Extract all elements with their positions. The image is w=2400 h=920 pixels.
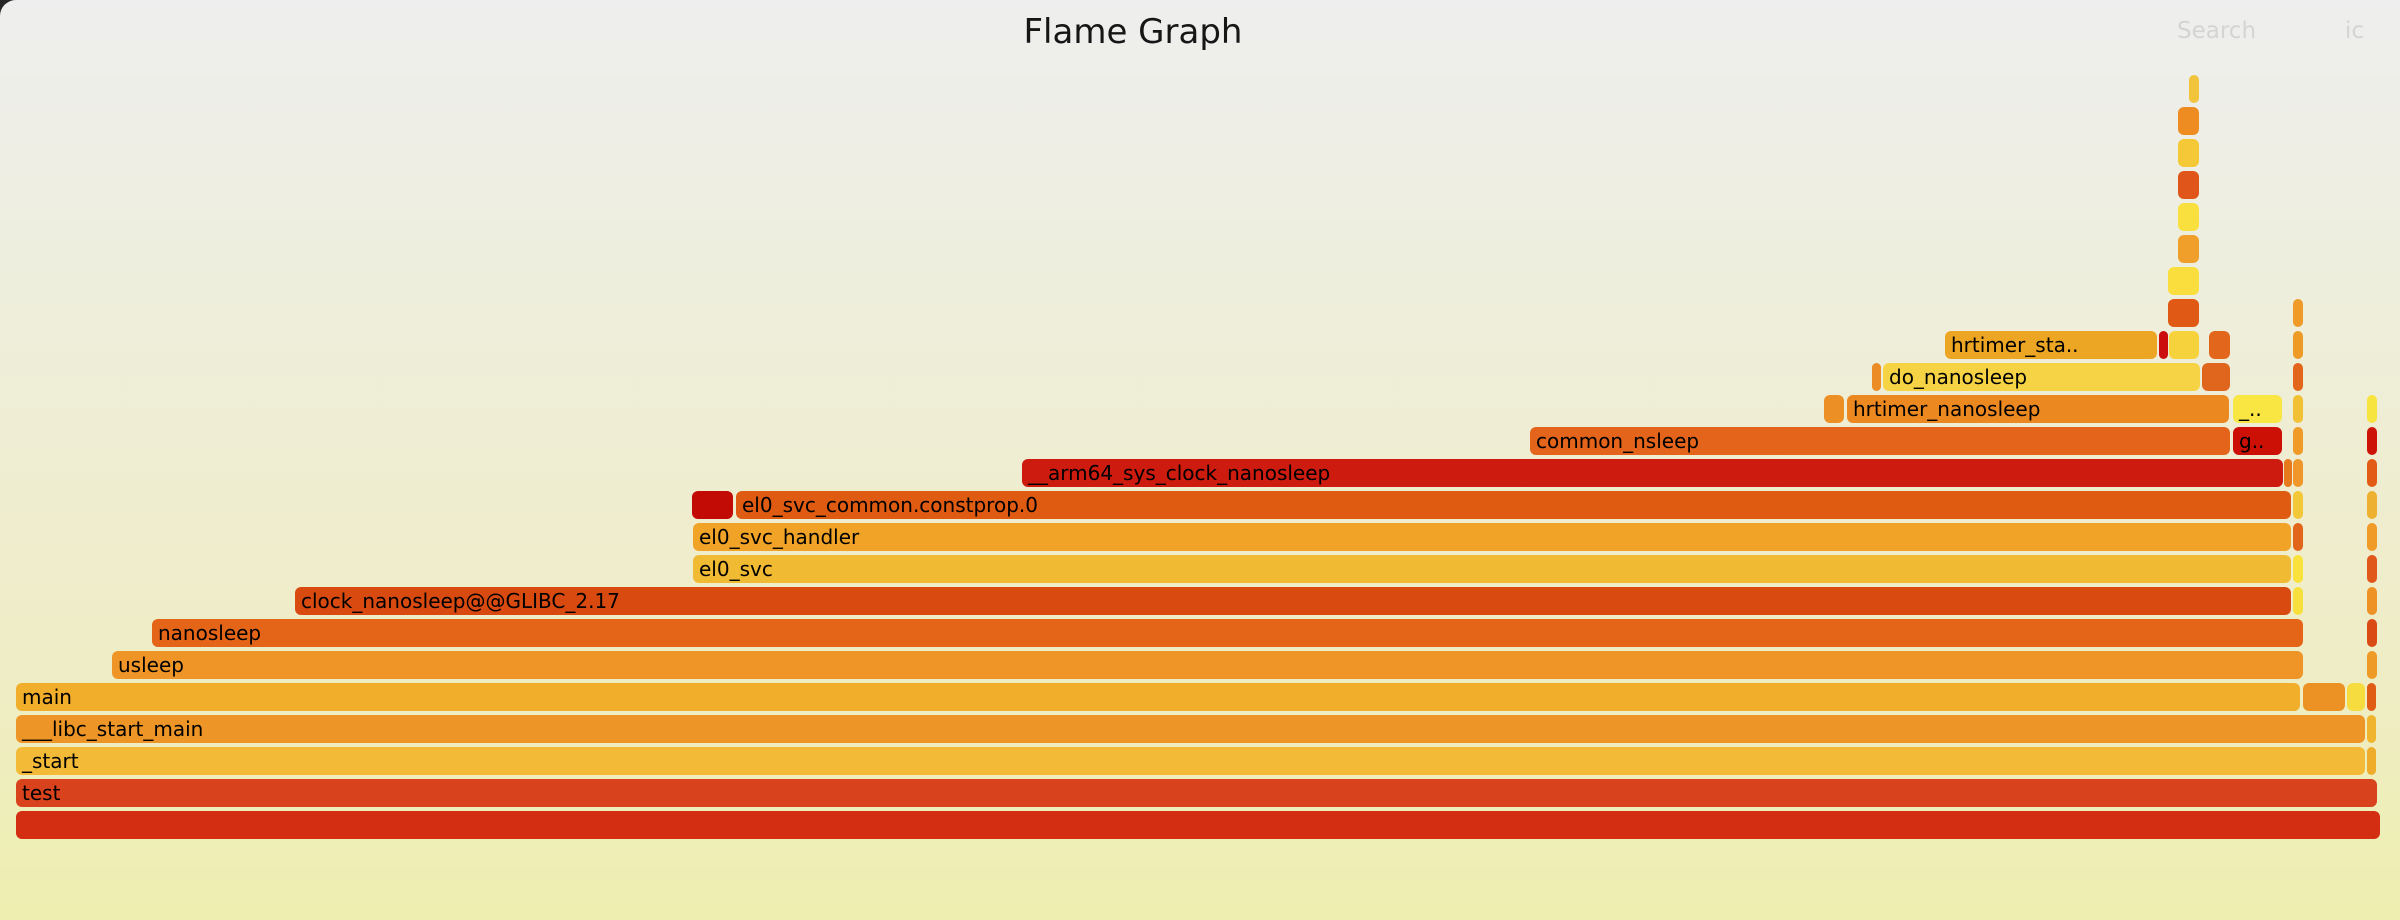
frame-unlabeled[interactable] — [2293, 459, 2303, 487]
frame-unlabeled[interactable] — [2367, 619, 2377, 647]
frame-unlabeled[interactable] — [2367, 459, 2377, 487]
frame-do-nanosleep[interactable]: do_nanosleep — [1883, 363, 2200, 391]
frame-el0-svc-handler[interactable]: el0_svc_handler — [693, 523, 2291, 551]
frame-unlabeled[interactable] — [2168, 267, 2199, 295]
frame-hrtimer-nanosleep[interactable]: hrtimer_nanosleep — [1847, 395, 2229, 423]
frame-unlabeled[interactable] — [2293, 395, 2303, 423]
frame-[interactable]: _.. — [2233, 395, 2282, 423]
frame-unlabeled[interactable] — [1872, 363, 1881, 391]
frame-start[interactable]: _start — [16, 747, 2365, 775]
frame-unlabeled[interactable] — [2178, 203, 2199, 231]
frame-unlabeled[interactable] — [2159, 331, 2168, 359]
frame-nanosleep[interactable]: nanosleep — [152, 619, 2303, 647]
page-title: Flame Graph — [1023, 12, 1243, 52]
frame-unlabeled[interactable] — [2293, 523, 2303, 551]
frame-unlabeled[interactable] — [2367, 427, 2377, 455]
frame-unlabeled[interactable] — [2293, 427, 2303, 455]
frame-unlabeled[interactable] — [2293, 555, 2303, 583]
frame-unlabeled[interactable] — [2202, 363, 2230, 391]
frame-unlabeled[interactable] — [2178, 235, 2199, 263]
frame-unlabeled[interactable] — [2303, 683, 2345, 711]
frame-unlabeled[interactable] — [2367, 491, 2377, 519]
frame-unlabeled[interactable] — [2293, 331, 2303, 359]
frame-unlabeled[interactable] — [2347, 683, 2365, 711]
frame-arm64-sys-clock-nanosleep[interactable]: __arm64_sys_clock_nanosleep — [1022, 459, 2283, 487]
frame-unlabeled[interactable] — [2367, 651, 2377, 679]
frame-test[interactable]: test — [16, 779, 2377, 807]
frame-unlabeled[interactable] — [2367, 683, 2376, 711]
frame-unlabeled[interactable] — [2367, 523, 2377, 551]
frame-main[interactable]: main — [16, 683, 2300, 711]
frame-el0-svc-common-constprop-0[interactable]: el0_svc_common.constprop.0 — [736, 491, 2291, 519]
frame-unlabeled[interactable] — [2189, 75, 2199, 103]
frame-unlabeled[interactable] — [2367, 555, 2377, 583]
frame-unlabeled[interactable] — [2367, 715, 2376, 743]
frame-common-nsleep[interactable]: common_nsleep — [1530, 427, 2230, 455]
frame-usleep[interactable]: usleep — [112, 651, 2303, 679]
frame-libc-start-main[interactable]: ___libc_start_main — [16, 715, 2365, 743]
frame-unlabeled[interactable] — [2293, 587, 2303, 615]
frame-unlabeled[interactable] — [2293, 491, 2303, 519]
frame-unlabeled[interactable] — [2293, 363, 2303, 391]
frame-unlabeled[interactable] — [1824, 395, 1844, 423]
frame-unlabeled[interactable] — [2367, 587, 2377, 615]
frame-unlabeled[interactable] — [2169, 331, 2199, 359]
frame-unlabeled[interactable] — [2178, 139, 2199, 167]
frame-unlabeled[interactable] — [2178, 107, 2199, 135]
frame-unlabeled[interactable] — [2178, 171, 2199, 199]
frame-unlabeled[interactable] — [2168, 299, 2199, 327]
frame-unlabeled[interactable] — [2293, 299, 2303, 327]
frame-hrtimer-sta[interactable]: hrtimer_sta.. — [1945, 331, 2157, 359]
frame-g[interactable]: g.. — [2233, 427, 2282, 455]
frame-clock-nanosleep-glibc-2-17[interactable]: clock_nanosleep@@GLIBC_2.17 — [295, 587, 2291, 615]
frame-unlabeled[interactable] — [692, 491, 733, 519]
search-button[interactable]: Search — [2177, 18, 2257, 44]
frame-unlabeled[interactable] — [2209, 331, 2230, 359]
frame-el0-svc[interactable]: el0_svc — [693, 555, 2291, 583]
frame-unlabeled[interactable] — [2284, 459, 2292, 487]
frame-unlabeled[interactable] — [2367, 395, 2377, 423]
frame-unlabeled[interactable] — [16, 811, 2380, 839]
frame-unlabeled[interactable] — [2367, 747, 2376, 775]
ignore-case-button[interactable]: ic — [2345, 18, 2365, 44]
